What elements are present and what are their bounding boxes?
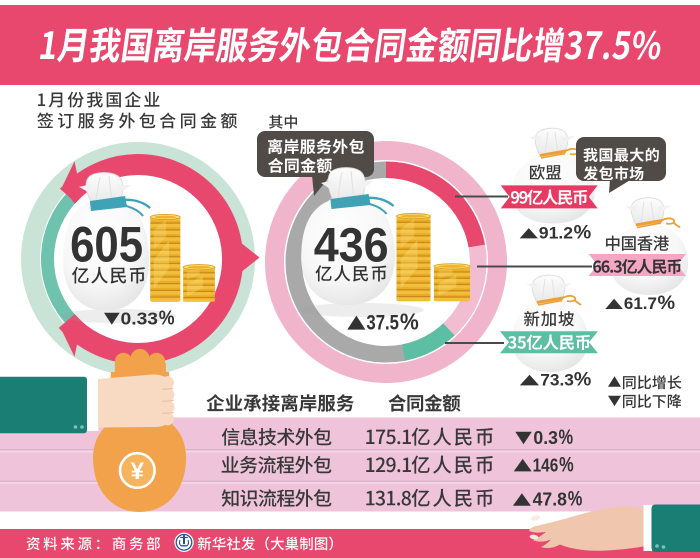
- svg-text:47.8: 47.8: [533, 489, 567, 510]
- svg-text:%: %: [658, 292, 676, 314]
- svg-text:%: %: [574, 221, 592, 243]
- svg-text:%: %: [400, 309, 419, 335]
- svg-text:73.3: 73.3: [540, 371, 574, 389]
- svg-text:%: %: [559, 452, 574, 476]
- svg-text:91.2: 91.2: [539, 224, 573, 242]
- svg-text:%: %: [559, 425, 574, 449]
- svg-text:%: %: [568, 487, 583, 511]
- svg-text:%: %: [159, 307, 175, 330]
- svg-text:¥: ¥: [131, 458, 145, 485]
- svg-text:%: %: [574, 368, 591, 390]
- svg-text:37.5: 37.5: [366, 312, 399, 335]
- svg-text:0.3: 0.3: [533, 427, 558, 448]
- svg-text:436: 436: [314, 220, 389, 273]
- svg-text:146: 146: [533, 454, 559, 475]
- svg-text:61.7: 61.7: [624, 295, 657, 313]
- svg-text:0.33: 0.33: [121, 309, 159, 329]
- svg-text:605: 605: [70, 217, 143, 273]
